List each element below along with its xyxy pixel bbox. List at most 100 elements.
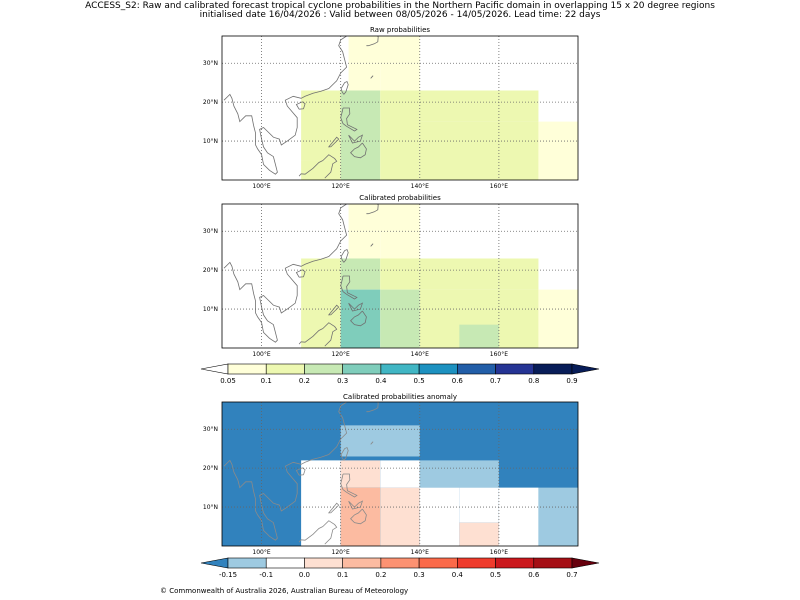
coastline (295, 467, 306, 476)
coastline (366, 204, 379, 215)
map-frame (221, 203, 579, 349)
longitude-tick-label: 140°E (411, 549, 429, 556)
map-frame (221, 35, 579, 181)
probability-region-cell (419, 460, 499, 488)
probability-region-cell (348, 36, 420, 64)
probability-region-cell (380, 460, 420, 488)
colorbar-tick-label: 0.7 (566, 571, 577, 579)
probability-region-cell (380, 487, 420, 546)
longitude-tick-label: 140°E (411, 183, 429, 190)
coastline (340, 275, 358, 300)
probability-region-cell (348, 63, 381, 91)
calibrated-probabilities-map: Calibrated probabilities 100°E 120°E 140°E… (203, 194, 579, 358)
colorbar-segment (495, 557, 535, 569)
colorbar-segment (495, 363, 535, 375)
latitude-tick-label: 20°N (203, 465, 218, 472)
colorbar-segment (227, 557, 267, 569)
raw-probabilities-map: Raw probabilities 100°E 120°E 140°E 160°E 10… (203, 26, 579, 190)
probability-region-cell (538, 121, 578, 180)
probability-region-cell (459, 522, 499, 546)
coastline (350, 508, 367, 525)
latitude-tick-label: 10°N (203, 306, 218, 313)
colorbar-tick-label: 0.7 (490, 377, 501, 385)
figure-title: ACCESS_S2: Raw and calibrated forecast t… (85, 1, 715, 11)
colorbar-segment (227, 363, 267, 375)
probability-region-cell (498, 487, 539, 546)
coastline (327, 304, 340, 316)
coastline (223, 402, 348, 541)
colorbar-tick-label: 0.4 (375, 377, 387, 385)
probability-colorbar: 0.05 0.1 0.2 0.3 0.4 0.5 0.6 0.7 0.8 0.9 (200, 363, 600, 385)
probability-region-cell (459, 324, 499, 348)
colorbar-segment (457, 557, 496, 569)
colorbar-tick-label: 0.1 (261, 377, 272, 385)
probability-region-cell (380, 231, 420, 259)
probability-region-cell (301, 160, 341, 180)
colorbar-segment (342, 363, 382, 375)
probability-region-cell (459, 487, 499, 523)
colorbar-tick-label: 0.6 (452, 377, 464, 385)
coastline (366, 402, 379, 413)
colorbar-segment (457, 363, 496, 375)
probability-region-cell (538, 289, 578, 348)
probability-region-cell (380, 90, 420, 180)
probability-region-cell (380, 63, 420, 91)
colorbar-segment (533, 363, 573, 375)
colorbar-tick-label: 0.9 (566, 377, 577, 385)
coastline (298, 160, 324, 177)
colorbar-tick-label: -0.15 (219, 571, 237, 579)
colorbar-tick-label: 0.1 (337, 571, 348, 579)
colorbar-segment (342, 557, 382, 569)
longitude-tick-label: 120°E (332, 549, 350, 556)
colorbar-tick-label: 0.05 (220, 377, 236, 385)
probability-region-cell (538, 487, 578, 546)
longitude-tick-label: 160°E (490, 183, 508, 190)
coastline (322, 520, 338, 545)
probability-region-cell (301, 460, 341, 546)
colorbar-tick-label: 0.5 (490, 571, 501, 579)
latitude-tick-label: 20°N (203, 99, 218, 106)
coastline (298, 328, 324, 345)
colorbar-segment (418, 557, 458, 569)
probability-region-cell (380, 289, 420, 348)
coastline (340, 446, 349, 461)
coastline (322, 154, 338, 179)
coastline (340, 473, 358, 498)
colorbar-over-arrow (571, 557, 600, 569)
colorbar-under-arrow (200, 363, 229, 375)
latitude-tick-label: 10°N (203, 138, 218, 145)
map-body (222, 402, 578, 546)
longitude-tick-label: 160°E (490, 351, 508, 358)
probability-region-cell (340, 425, 420, 457)
probability-region-cell (340, 289, 381, 348)
coastline (340, 248, 349, 263)
colorbar-tick-label: 0.0 (299, 571, 310, 579)
colorbar-tick-label: 0.8 (528, 377, 539, 385)
latitude-tick-label: 30°N (203, 228, 218, 235)
colorbar-tick-label: 0.2 (375, 571, 386, 579)
colorbar-segment (304, 363, 343, 375)
coastline (223, 36, 348, 175)
copyright-footer: © Commonwealth of Australia 2026, Austra… (160, 587, 409, 595)
probability-region-cell (340, 90, 381, 180)
probability-region-cell (380, 258, 420, 290)
figure-subtitle: initialised date 16/04/2026 : Valid betw… (199, 10, 601, 20)
longitude-tick-label: 100°E (252, 351, 270, 358)
probability-region-cell (301, 258, 341, 348)
calibrated-map-title: Calibrated probabilities (359, 194, 441, 202)
colorbar-segment (533, 557, 573, 569)
colorbar-segment (304, 557, 343, 569)
colorbar-segment (265, 557, 305, 569)
colorbar-over-arrow (571, 363, 600, 375)
anomaly-map-title: Calibrated probabilities anomaly (343, 393, 457, 401)
colorbar-tick-label: 0.3 (337, 377, 348, 385)
coastline (340, 107, 358, 132)
colorbar-segment (265, 363, 305, 375)
colorbar-under-arrow (200, 557, 229, 569)
coastline (322, 322, 338, 347)
coastline (298, 526, 324, 543)
latitude-tick-label: 20°N (203, 267, 218, 274)
map-frame (221, 401, 579, 547)
probability-region-cell (348, 231, 381, 259)
